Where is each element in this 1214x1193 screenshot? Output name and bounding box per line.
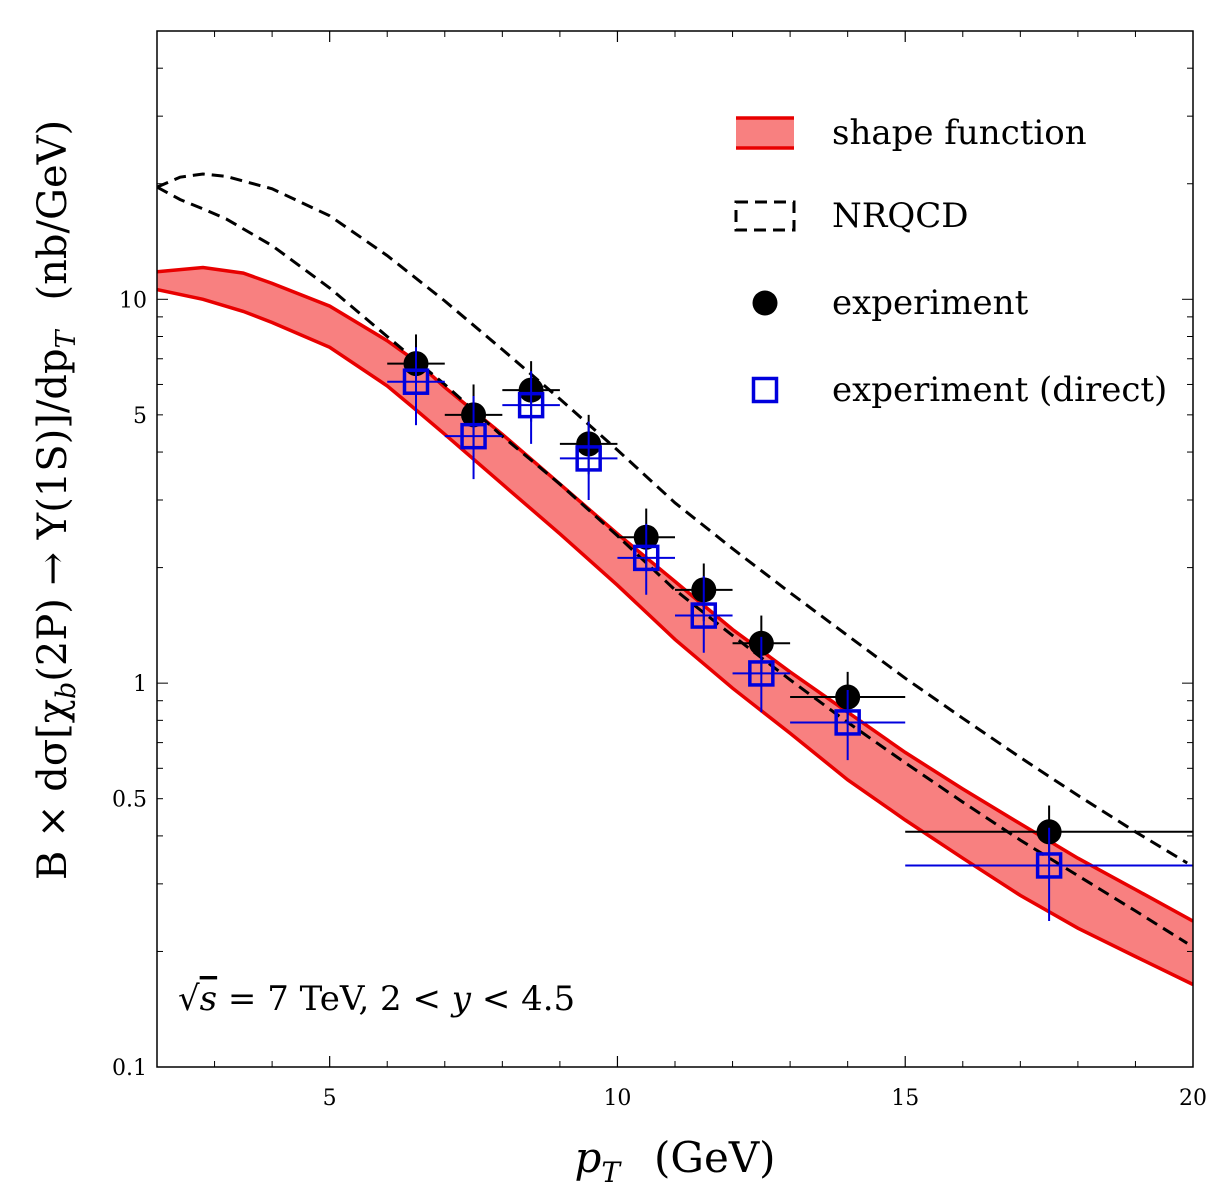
legend-nrqcd-swatch [734, 200, 796, 232]
shape-band-fill [157, 267, 1193, 985]
x-axis-unit: (GeV) [654, 1133, 776, 1182]
y-axis-title: B × dσ[χb(2P) → Υ(1S)]/dpT (nb/GeV) [30, 120, 82, 880]
x-tick-label: 20 [1179, 1086, 1207, 1111]
x-tick-label: 5 [323, 1086, 337, 1111]
direct-point-2 [502, 371, 560, 444]
annotation-y: y [450, 979, 472, 1019]
y-tick-label: 1 [133, 672, 147, 697]
annotation-sqrt: √ [178, 979, 200, 1019]
plot-area [157, 172, 1193, 987]
y-axis-pre: B × dσ[χ [30, 699, 76, 880]
y-axis-mid: (2P) → Υ(1S)]/dp [30, 348, 76, 681]
legend-entry-direct: experiment (direct) [751, 370, 1167, 410]
legend-entry-shape: shape function [736, 113, 1087, 153]
x-tick-label: 10 [603, 1086, 631, 1111]
direct-marker [517, 391, 545, 419]
direct-point-6 [732, 636, 791, 713]
y-tick-label: 10 [119, 288, 147, 313]
legend-entry-nrqcd: NRQCD [734, 196, 969, 236]
direct-point-0 [387, 347, 445, 426]
legend-label: experiment (direct) [832, 370, 1167, 410]
legend-direct-marker [751, 376, 779, 404]
nrqcd-lower [157, 185, 1188, 945]
x-axis-var: p [574, 1133, 601, 1182]
legend: shape function NRQCD experiment experiment … [734, 113, 1167, 410]
legend-shape-swatch [736, 118, 794, 148]
legend-label: NRQCD [832, 196, 969, 236]
direct-point-5 [675, 576, 733, 653]
plot-frame [156, 30, 1194, 1068]
direct-marker [632, 544, 660, 572]
x-axis-title: pT (GeV) [574, 1133, 775, 1189]
legend-experiment-marker [752, 290, 778, 316]
annotation-s: s [200, 979, 217, 1019]
y-tick-label: 5 [133, 404, 147, 429]
direct-point-7 [790, 689, 906, 761]
y-axis-sub2: T [51, 328, 82, 348]
legend-label: shape function [832, 113, 1087, 153]
direct-marker [748, 660, 775, 687]
x-axis-sub: T [601, 1156, 622, 1189]
shape-band-lower [157, 287, 1193, 987]
annotation: √s = 7 TeV, 2 < y < 4.5 [178, 979, 575, 1019]
direct-marker [690, 602, 718, 629]
direct-marker [1035, 852, 1063, 879]
y-tick-label: 0.1 [112, 1056, 147, 1081]
direct-point-8 [905, 827, 1193, 922]
direct-marker [834, 709, 861, 736]
y-axis-unit: (nb/GeV) [30, 120, 76, 301]
direct-marker [460, 422, 487, 450]
direct-point-1 [444, 395, 503, 480]
x-tick-label: 15 [891, 1086, 919, 1111]
direct-point-3 [559, 421, 618, 501]
annotation-rest: = 7 TeV, 2 < [217, 979, 452, 1019]
nrqcd-upper [157, 172, 1188, 865]
annotation-rest2: < 4.5 [471, 979, 575, 1019]
y-tick-label: 0.5 [112, 788, 147, 813]
direct-marker [575, 445, 602, 472]
legend-label: experiment [832, 283, 1029, 323]
direct-marker [402, 368, 430, 395]
y-axis-sub1: b [51, 682, 82, 699]
legend-entry-exp: experiment [752, 283, 1029, 323]
direct-point-4 [617, 523, 675, 595]
